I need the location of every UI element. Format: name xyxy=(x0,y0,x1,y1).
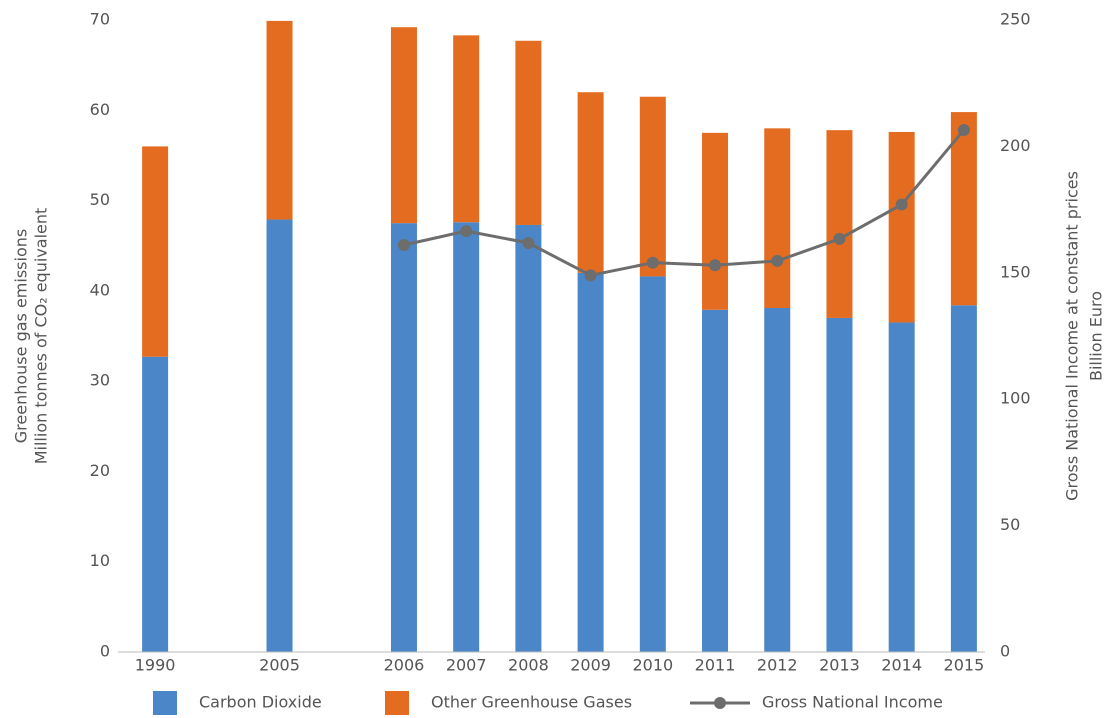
x-tick-label: 2015 xyxy=(944,656,985,675)
y2-tick-label: 50 xyxy=(1000,515,1020,534)
x-tick-label: 2010 xyxy=(632,656,673,675)
point xyxy=(397,238,410,251)
x-tick-label: 2013 xyxy=(819,656,860,675)
x-tick-label: 2009 xyxy=(570,656,611,675)
y-title-line: Million tonnes of CO₂ equivalent xyxy=(32,208,51,465)
y-tick-label: 40 xyxy=(90,280,110,299)
x-tick-label: 2011 xyxy=(695,656,736,675)
bar xyxy=(826,130,853,318)
x-tick-label: 2014 xyxy=(881,656,922,675)
legend-label: Carbon Dioxide xyxy=(199,693,322,712)
x-tick-label: 2005 xyxy=(259,656,300,675)
bar xyxy=(142,356,169,652)
bar xyxy=(950,112,977,306)
y-tick-label: 60 xyxy=(90,100,110,119)
y-tick-label: 20 xyxy=(90,461,110,480)
y-title-line: Greenhouse gas emissions xyxy=(12,229,31,443)
y2-tick-label: 250 xyxy=(1000,10,1031,29)
point xyxy=(895,198,908,211)
bar xyxy=(266,219,293,652)
legend-swatch xyxy=(385,691,409,715)
x-tick-label: 2007 xyxy=(446,656,487,675)
point xyxy=(646,256,659,269)
bar xyxy=(639,96,666,277)
bar xyxy=(453,35,480,223)
bar xyxy=(266,20,293,220)
bar xyxy=(515,224,542,652)
y2-tick-label: 0 xyxy=(1000,642,1010,661)
y-title: Greenhouse gas emissions Million tonnes … xyxy=(12,208,51,465)
y-tick-label: 70 xyxy=(90,10,110,29)
bar xyxy=(888,322,915,652)
y2-tick-label: 150 xyxy=(1000,262,1031,281)
y2-title: Gross National Income at constant prices… xyxy=(1063,171,1106,501)
y2-tick-label: 200 xyxy=(1000,136,1031,155)
x-tick-label: 2012 xyxy=(757,656,798,675)
bar xyxy=(577,92,604,273)
point xyxy=(584,269,597,282)
bar xyxy=(764,128,791,309)
point xyxy=(460,225,473,238)
bar xyxy=(390,223,417,652)
bar xyxy=(515,40,542,225)
bar xyxy=(826,317,853,652)
x-tick-label: 2008 xyxy=(508,656,549,675)
y-tick-label: 30 xyxy=(90,371,110,390)
y-tick-label: 0 xyxy=(100,642,110,661)
y2-title-line: Gross National Income at constant prices xyxy=(1063,171,1082,501)
bar xyxy=(702,309,729,652)
line xyxy=(403,129,966,277)
point xyxy=(957,123,970,136)
bar xyxy=(390,27,417,224)
y2-title-line: Billion Euro xyxy=(1087,291,1106,381)
bar xyxy=(764,308,791,652)
bar xyxy=(702,132,729,310)
bar xyxy=(577,272,604,652)
legend-swatch xyxy=(153,691,177,715)
y-tick-label: 50 xyxy=(90,190,110,209)
legend-label: Gross National Income xyxy=(762,693,943,712)
legend-label: Other Greenhouse Gases xyxy=(431,693,632,712)
bar xyxy=(950,305,977,652)
point xyxy=(522,236,535,249)
y-tick-label: 10 xyxy=(90,551,110,570)
point xyxy=(771,254,784,267)
x-tick-label: 2006 xyxy=(384,656,425,675)
x-tick-label: 1990 xyxy=(135,656,176,675)
bar xyxy=(888,131,915,323)
legend-marker xyxy=(714,697,726,709)
y2-tick-label: 100 xyxy=(1000,389,1031,408)
bar xyxy=(453,222,480,653)
bar xyxy=(142,146,169,357)
point xyxy=(709,259,722,272)
bar xyxy=(639,276,666,652)
point xyxy=(833,232,846,245)
